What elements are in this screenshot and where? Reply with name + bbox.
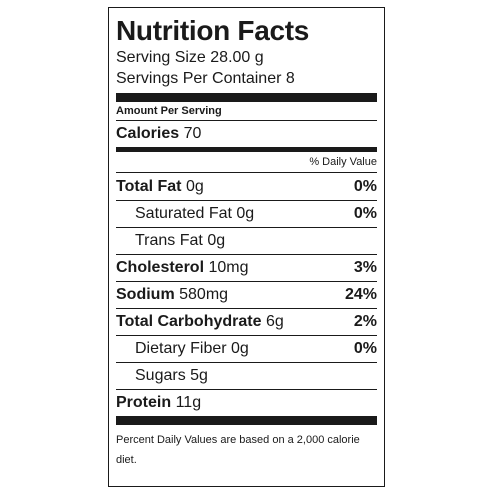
servings-per-container: Servings Per Container 8 — [116, 70, 295, 87]
thick-divider — [116, 93, 377, 102]
nutrition-facts-label: Nutrition Facts Serving Size 28.00 g Ser… — [108, 7, 385, 487]
nutrient-name: Cholesterol — [116, 259, 205, 276]
nutrient-name: Total Fat — [116, 177, 182, 195]
nutrient-amount: 0g — [185, 177, 204, 195]
nutrient-name: Protein — [116, 394, 172, 411]
amount-per-serving: Amount Per Serving — [116, 105, 222, 117]
nutrient-name: Dietary Fiber — [135, 340, 227, 357]
nutrient-name: Trans Fat — [135, 232, 203, 249]
nutrient-amount: 11g — [175, 394, 202, 411]
nutrient-amount: 6g — [265, 313, 284, 330]
calories-label: Calories — [116, 125, 180, 142]
nutrient-amount: 0g — [236, 205, 255, 222]
nutrient-name-amount: Total Fat 0g — [116, 178, 204, 196]
nutrient-name: Total Carbohydrate — [116, 313, 262, 330]
nutrient-list: Total Fat 0g 0% Saturated Fat 0g 0% Trans Fa… — [116, 173, 377, 416]
calories-value: 70 — [183, 125, 202, 142]
divider — [116, 172, 377, 173]
nutrient-amount: 0g — [231, 340, 249, 357]
nutrient-amount: 10mg — [208, 259, 249, 276]
label-title: Nutrition Facts — [116, 15, 310, 46]
serving-size: Serving Size 28.00 g — [116, 49, 264, 66]
nutrient-row: Cholesterol 10mg 3% — [116, 254, 377, 281]
nutrient-amount: 5g — [190, 367, 208, 384]
nutrient-name-amount: Dietary Fiber 0g — [116, 340, 249, 358]
nutrient-daily-value: 0% — [353, 340, 377, 357]
nutrient-name-amount: Trans Fat 0g — [116, 232, 225, 250]
calories-row: Calories 70 — [116, 121, 377, 147]
daily-value-header: % Daily Value — [309, 156, 377, 168]
nutrient-name: Sodium — [116, 286, 175, 303]
nutrient-name-amount: Protein 11g — [116, 394, 201, 412]
medium-divider — [116, 147, 377, 152]
nutrient-name: Sugars — [135, 367, 186, 384]
nutrient-daily-value: 0% — [353, 205, 377, 222]
nutrient-name: Saturated Fat — [135, 205, 232, 222]
nutrient-amount: 0g — [207, 232, 226, 249]
nutrient-row: Sugars 5g — [116, 362, 377, 389]
nutrient-name-amount: Cholesterol 10mg — [116, 259, 249, 277]
nutrient-daily-value: 3% — [353, 259, 377, 276]
nutrient-name-amount: Saturated Fat 0g — [116, 205, 254, 223]
nutrient-row: Sodium 580mg 24% — [116, 281, 377, 308]
nutrient-row: Trans Fat 0g — [116, 227, 377, 254]
nutrient-name-amount: Sodium 580mg — [116, 286, 228, 304]
nutrient-daily-value: 0% — [353, 177, 377, 195]
nutrient-row: Protein 11g — [116, 389, 377, 416]
divider — [116, 120, 377, 121]
nutrient-daily-value: 24% — [344, 286, 377, 303]
footnote: Percent Daily Values are based on a 2,00… — [116, 434, 360, 466]
nutrient-name-amount: Total Carbohydrate 6g — [116, 313, 284, 331]
nutrient-daily-value: 2% — [353, 313, 377, 330]
nutrient-amount: 580mg — [179, 286, 229, 303]
nutrient-row: Dietary Fiber 0g 0% — [116, 335, 377, 362]
nutrient-row: Total Carbohydrate 6g 2% — [116, 308, 377, 335]
nutrient-row: Total Fat 0g 0% — [116, 173, 377, 200]
nutrient-row: Saturated Fat 0g 0% — [116, 200, 377, 227]
nutrient-name-amount: Sugars 5g — [116, 367, 208, 385]
thick-divider — [116, 416, 377, 425]
